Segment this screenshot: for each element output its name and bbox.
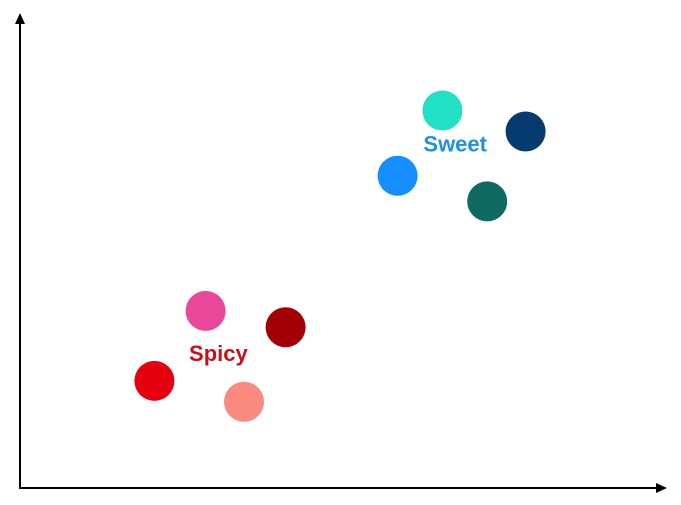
sweet-point-4 <box>467 181 508 222</box>
spicy-cluster-label: Spicy <box>189 341 248 366</box>
sweet-point-3 <box>377 155 418 196</box>
spicy-point-2 <box>265 307 306 348</box>
data-points <box>134 90 546 422</box>
y-axis <box>15 13 25 488</box>
sweet-point-1 <box>422 90 463 131</box>
spicy-point-4 <box>224 381 264 422</box>
sweet-cluster-label: Sweet <box>423 131 487 156</box>
sweet-point-2 <box>505 111 546 152</box>
cluster-labels: Sweet Spicy <box>189 131 488 366</box>
y-axis-arrow-icon <box>15 13 25 24</box>
spicy-point-1 <box>185 290 226 331</box>
x-axis <box>19 483 667 493</box>
spicy-point-3 <box>134 360 175 401</box>
x-axis-arrow-icon <box>656 483 667 493</box>
